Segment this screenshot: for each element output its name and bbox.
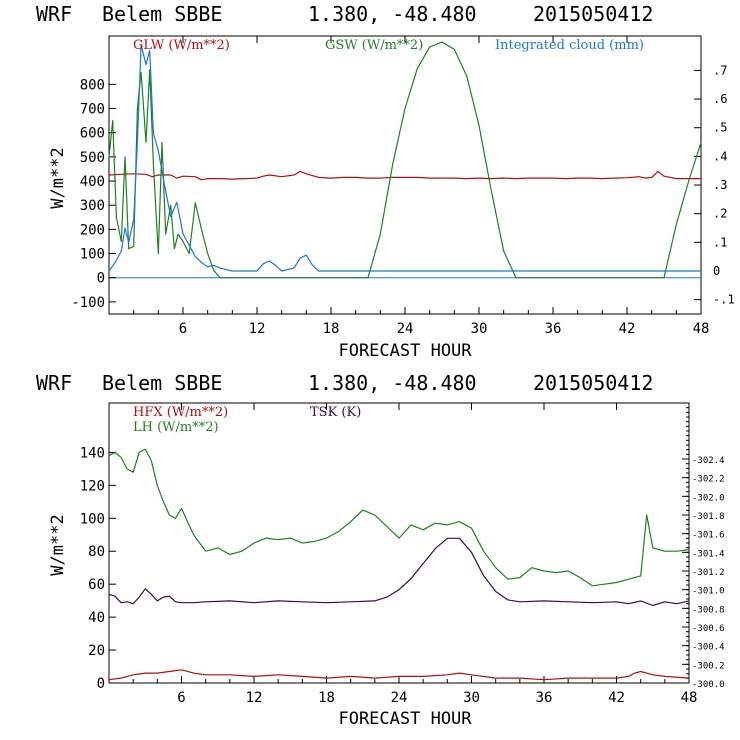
bottom-x-axis: 6 12 18 24 30 36 42 48 — [132, 403, 698, 706]
bottom-x-tick-label: 6 — [177, 690, 185, 706]
bottom-series-hfx-line — [108, 669, 690, 681]
top-y-tick-label: 800 — [80, 77, 105, 93]
top-y-tick-label: 600 — [80, 126, 105, 142]
bottom-y-axis-label: W/m**2 — [48, 514, 68, 575]
top-x-tick-label: 30 — [471, 321, 488, 337]
top-x-tick-label: 6 — [179, 321, 187, 337]
bottom-legend-hfx: HFX (W/m**2) — [133, 405, 228, 420]
bottom-y2-tick-label: -300.2 — [692, 661, 725, 671]
bottom-y-tick-label: 140 — [80, 445, 105, 461]
top-y2-tick-label: .6 — [713, 92, 727, 106]
top-y2-tick-label: .2 — [713, 207, 727, 221]
top-y-tick-label: 200 — [80, 222, 105, 238]
bottom-header-run: 2015050412 — [533, 371, 653, 395]
top-y2-axis: -.1 0 .1 .2 .3 .4 .5 .6 .7 — [694, 63, 735, 307]
bottom-y2-tick-label: -301.0 — [692, 587, 725, 597]
bottom-y2-tick-label: -300.0 — [692, 680, 725, 690]
top-header-station: Belem SBBE — [102, 2, 222, 26]
top-series-group — [108, 41, 702, 279]
top-series-gsw-line — [108, 41, 702, 279]
top-x-axis: 6 12 18 24 30 36 42 48 — [133, 36, 710, 337]
top-y-tick-label: 700 — [80, 102, 105, 118]
top-y-tick-label: 400 — [80, 174, 105, 190]
bottom-x-tick-label: 36 — [536, 690, 553, 706]
top-x-tick-label: 48 — [693, 321, 710, 337]
top-x-tick-label: 42 — [619, 321, 636, 337]
bottom-panel: WRF Belem SBBE 1.380, -48.480 2015050412… — [36, 371, 725, 729]
top-header-model: WRF — [36, 2, 72, 26]
top-x-tick-label: 24 — [397, 321, 414, 337]
top-x-tick-label: 36 — [545, 321, 562, 337]
bottom-x-tick-label: 24 — [391, 690, 408, 706]
bottom-y2-tick-label: -302.4 — [692, 456, 725, 466]
top-y2-tick-label: .1 — [713, 235, 727, 249]
top-y-axis-label: W/m**2 — [48, 147, 68, 208]
bottom-y-tick-label: 100 — [80, 511, 105, 527]
bottom-y2-tick-label: -300.8 — [692, 605, 725, 615]
bottom-y-tick-label: 80 — [88, 544, 105, 560]
bottom-y2-tick-label: -300.6 — [692, 624, 725, 634]
bottom-header-station: Belem SBBE — [102, 371, 222, 395]
top-y-axis: -100 0 100 200 300 400 500 600 700 800 — [71, 77, 116, 311]
bottom-series-tsk-line — [108, 537, 690, 607]
bottom-y-tick-label: 0 — [97, 676, 105, 692]
top-legend-cloud: Integrated cloud (mm) — [495, 38, 644, 53]
bottom-y2-tick-label: -302.0 — [692, 493, 725, 503]
bottom-x-axis-label: FORECAST HOUR — [338, 709, 472, 729]
bottom-x-tick-label: 42 — [608, 690, 625, 706]
top-y2-tick-label: .7 — [713, 63, 727, 77]
bottom-y-axis: 0 20 40 60 80 100 120 140 — [80, 445, 116, 692]
top-header-coords: 1.380, -48.480 — [308, 2, 477, 26]
bottom-y2-tick-label: -301.4 — [692, 549, 725, 559]
bottom-y2-tick-label: -301.2 — [692, 568, 725, 578]
top-series-glw-line — [108, 170, 701, 181]
bottom-y2-axis: -300.0 -300.2 -300.4 -300.6 -300.8 -301.0 -301… — [682, 402, 725, 690]
bottom-x-tick-label: 30 — [463, 690, 480, 706]
bottom-y-tick-label: 40 — [88, 610, 105, 626]
bottom-header-coords: 1.380, -48.480 — [308, 371, 477, 395]
bottom-plot-frame — [108, 402, 690, 684]
bottom-legend-lh: LH (W/m**2) — [133, 420, 219, 435]
top-y2-tick-label: 0 — [713, 264, 720, 278]
bottom-y2-tick-label: -301.6 — [692, 531, 725, 541]
bottom-y-tick-label: 60 — [88, 577, 105, 593]
top-series-integrated-line — [108, 43, 701, 272]
top-y-tick-label: 300 — [80, 198, 105, 214]
bottom-legend-tsk: TSK (K) — [310, 405, 361, 420]
top-y-tick-label: -100 — [71, 295, 105, 311]
top-header-run: 2015050412 — [533, 2, 653, 26]
top-y2-tick-label: .4 — [713, 149, 727, 163]
bottom-series-group — [108, 448, 690, 681]
bottom-x-tick-label: 18 — [318, 690, 335, 706]
top-x-axis-label: FORECAST HOUR — [338, 341, 472, 361]
bottom-series-lh-line — [108, 448, 690, 587]
top-y-tick-label: 100 — [80, 247, 105, 263]
top-y-tick-label: 500 — [80, 150, 105, 166]
top-y2-tick-label: .5 — [713, 121, 727, 135]
top-x-tick-label: 18 — [323, 321, 340, 337]
bottom-y-tick-label: 20 — [88, 643, 105, 659]
bottom-y2-tick-label: -302.2 — [692, 475, 725, 485]
top-y2-tick-label: .3 — [713, 178, 727, 192]
bottom-y2-tick-label: -301.8 — [692, 512, 725, 522]
top-legend-glw: GLW (W/m**2) — [133, 38, 230, 53]
top-panel: WRF Belem SBBE 1.380, -48.480 2015050412… — [36, 2, 735, 361]
bottom-x-tick-label: 12 — [246, 690, 263, 706]
bottom-x-tick-label: 48 — [681, 690, 698, 706]
top-plot-frame — [108, 35, 702, 315]
bottom-y2-tick-label: -300.4 — [692, 643, 725, 653]
bottom-y-tick-label: 120 — [80, 478, 105, 494]
bottom-header-model: WRF — [36, 371, 72, 395]
top-y2-tick-label: -.1 — [713, 293, 735, 307]
top-x-tick-label: 12 — [249, 321, 266, 337]
top-y-tick-label: 0 — [97, 271, 105, 287]
top-legend-gsw: GSW (W/m**2) — [325, 38, 423, 53]
